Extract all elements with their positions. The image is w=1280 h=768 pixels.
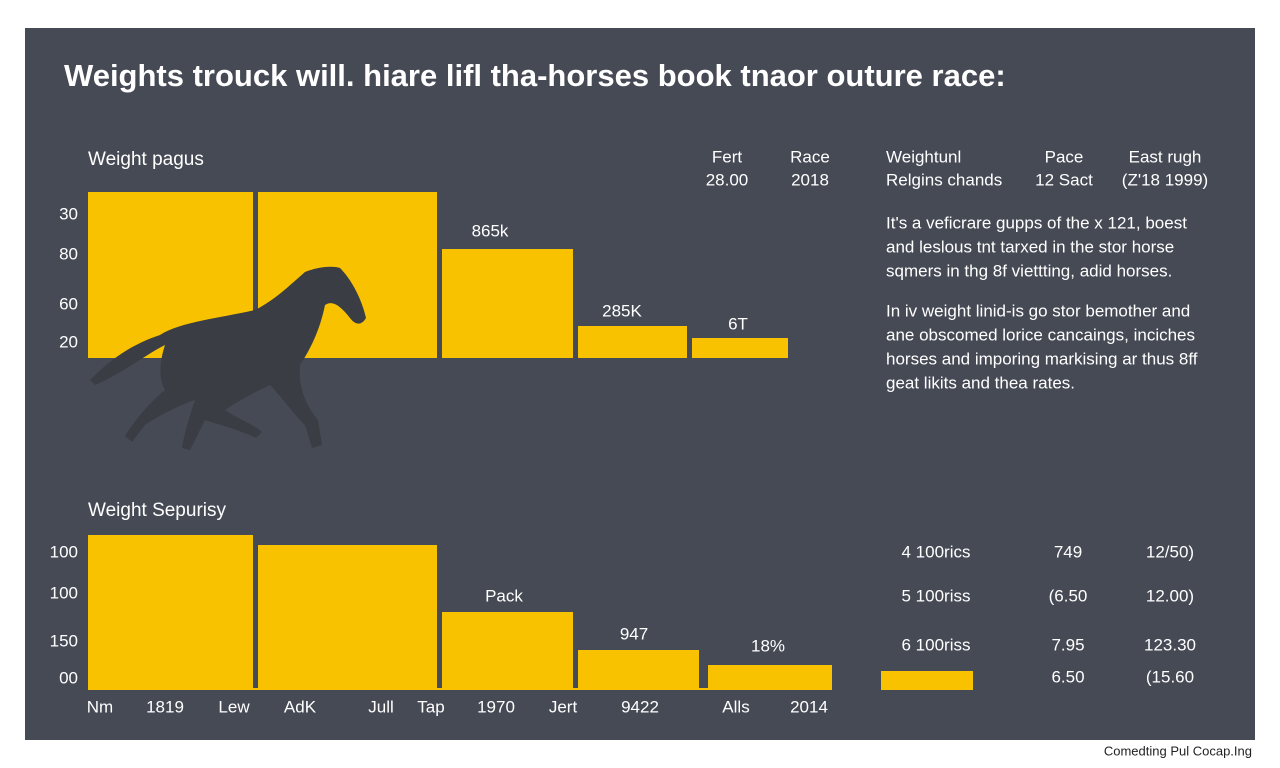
x-label: Jull (368, 697, 394, 716)
bar (881, 671, 973, 688)
panel-title: Weight Sepurisy (88, 500, 226, 521)
table-cell: 749 (1054, 542, 1082, 561)
column-value: (Z'18 1999) (1122, 170, 1208, 189)
axis-label: 80 (59, 244, 78, 263)
bar-label: 865k (472, 221, 509, 240)
bar-label: 18% (751, 636, 785, 655)
bar-label: 6T (728, 314, 748, 333)
bar-label: 947 (620, 624, 648, 643)
table-cell: 12.00) (1146, 586, 1194, 605)
column-head: East rugh (1129, 147, 1202, 166)
table-cell: (15.60 (1146, 667, 1194, 686)
axis-label: 20 (59, 332, 78, 351)
x-label: AdK (284, 697, 317, 716)
x-label: Alls (722, 697, 749, 716)
axis-label: 30 (59, 204, 78, 223)
column-value: Relgins chands (886, 170, 1002, 189)
bar (442, 612, 573, 688)
title: Weights trouck will. hiare lifl tha-hors… (64, 58, 1006, 93)
table-cell: 5 100riss (902, 586, 971, 605)
paragraph-line: It's a veficrare gupps of the x 121, boe… (886, 213, 1187, 232)
table-cell: (6.50 (1049, 586, 1088, 605)
axis-label: 100 (50, 542, 78, 561)
x-label: Lew (218, 697, 250, 716)
column-head: Fert (712, 147, 743, 166)
paragraph-line: ane obscomed lorice cancaings, inciches (886, 325, 1195, 344)
bar-label: Pack (485, 586, 523, 605)
table-cell: 6 100riss (902, 635, 971, 654)
axis-label: 60 (59, 294, 78, 313)
table-cell: 4 100rics (902, 542, 971, 561)
x-label: Tap (417, 697, 444, 716)
bar (88, 535, 253, 688)
table-cell: 7.95 (1051, 635, 1084, 654)
paragraph-line: In iv weight linid-is go stor bemother a… (886, 301, 1190, 320)
column-head: Weightunl (886, 147, 961, 166)
x-label: 9422 (621, 697, 659, 716)
bar (578, 650, 699, 688)
column-value: 2018 (791, 170, 829, 189)
bar (442, 249, 573, 358)
bar (708, 665, 832, 688)
column-value: 12 Sact (1035, 170, 1093, 189)
x-label: 1819 (146, 697, 184, 716)
bar (578, 326, 687, 358)
bar-label: 285K (602, 301, 642, 320)
horse-silhouette (90, 266, 366, 450)
x-label: Nm (87, 697, 113, 716)
panel-title: Weight pagus (88, 149, 204, 170)
x-label: 1970 (477, 697, 515, 716)
table-cell: 123.30 (1144, 635, 1196, 654)
table-cell: 6.50 (1051, 667, 1084, 686)
table-cell: 12/50) (1146, 542, 1194, 561)
column-head: Pace (1045, 147, 1084, 166)
axis-label: 100 (50, 583, 78, 602)
footer: Comedting Pul Cocap.Ing (1104, 743, 1252, 758)
axis-label: 00 (59, 668, 78, 687)
bar (692, 338, 788, 358)
column-value: 28.00 (706, 170, 749, 189)
bar (258, 545, 437, 688)
x-label: 2014 (790, 697, 828, 716)
axis-label: 150 (50, 631, 78, 650)
x-label: Jert (549, 697, 578, 716)
paragraph-line: geat likits and thea rates. (886, 373, 1075, 392)
paragraph-line: horses and imporing markising ar thus 8f… (886, 349, 1198, 368)
paragraph-line: and leslous tnt tarxed in the stor horse (886, 237, 1174, 256)
column-head: Race (790, 147, 830, 166)
paragraph-line: sqmers in thg 8f viettting, adid horses. (886, 261, 1172, 280)
